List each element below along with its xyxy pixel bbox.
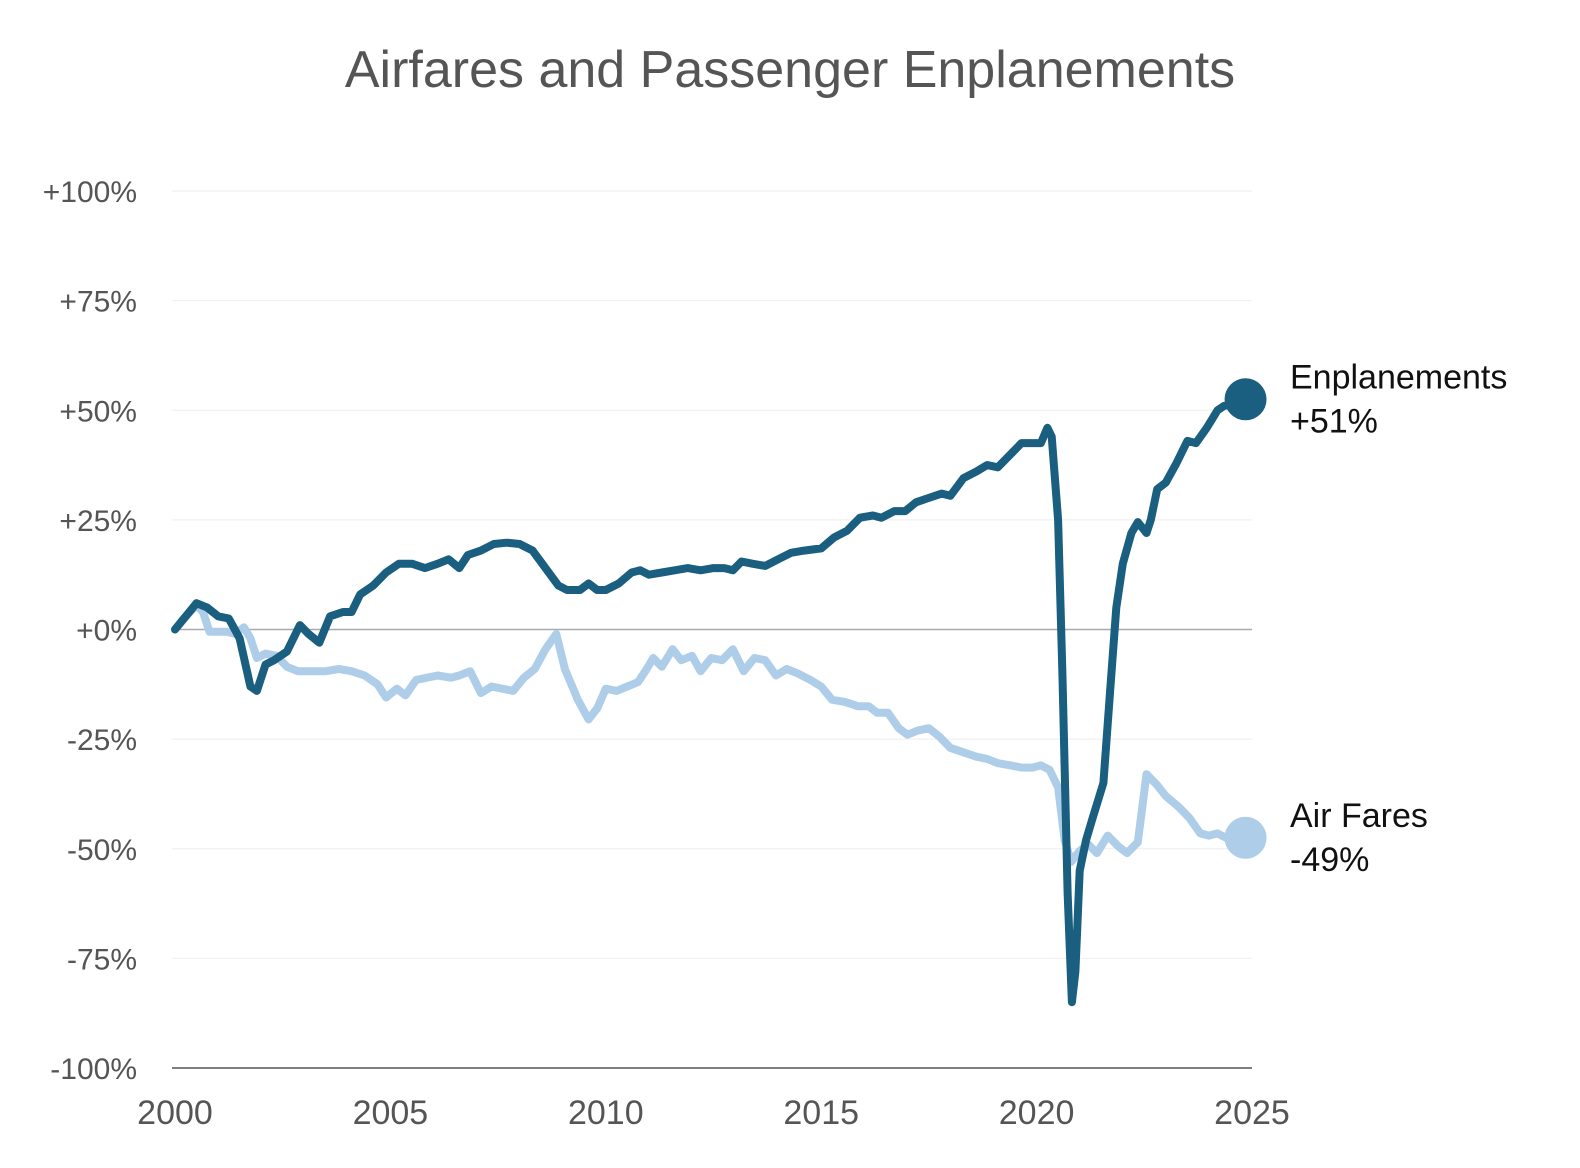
- y-tick-label: -75%: [67, 943, 137, 976]
- x-axis-ticks: 2000 2005 2010 2015 2020 2025: [137, 1094, 1290, 1132]
- y-axis-ticks: +100% +75% +50% +25% +0% -25% -50% -75% -100%: [43, 176, 137, 1086]
- chart-title: Airfares and Passenger Enplanements: [344, 41, 1236, 99]
- end-label-value-air-fares: -49%: [1290, 841, 1369, 879]
- end-label-name-air-fares: Air Fares: [1290, 797, 1428, 835]
- series-line-enplanements: [171, 395, 1250, 1007]
- y-tick-label: -100%: [50, 1053, 137, 1086]
- end-marker-enplanements: [1224, 378, 1267, 421]
- y-tick-label: +100%: [43, 176, 137, 209]
- series-lines: [171, 395, 1250, 1007]
- end-labels: Enplanements +51% Air Fares -49%: [1224, 358, 1507, 879]
- y-tick-label: +50%: [59, 395, 137, 428]
- x-tick-label: 2015: [783, 1094, 859, 1132]
- x-tick-label: 2005: [353, 1094, 429, 1132]
- gridlines: [172, 190, 1252, 1069]
- end-label-name-enplanements: Enplanements: [1290, 358, 1507, 396]
- y-tick-label: +75%: [59, 286, 137, 319]
- y-tick-label: -25%: [67, 724, 137, 757]
- x-tick-label: 2020: [999, 1094, 1075, 1132]
- end-label-value-enplanements: +51%: [1290, 402, 1378, 440]
- series-line-air-fares: [171, 601, 1250, 866]
- end-marker-air-fares: [1224, 816, 1267, 859]
- y-tick-label: +0%: [76, 615, 137, 648]
- x-tick-label: 2010: [568, 1094, 644, 1132]
- x-tick-label: 2025: [1214, 1094, 1290, 1132]
- x-tick-label: 2000: [137, 1094, 213, 1132]
- y-tick-label: -50%: [67, 834, 137, 867]
- y-tick-label: +25%: [59, 505, 137, 538]
